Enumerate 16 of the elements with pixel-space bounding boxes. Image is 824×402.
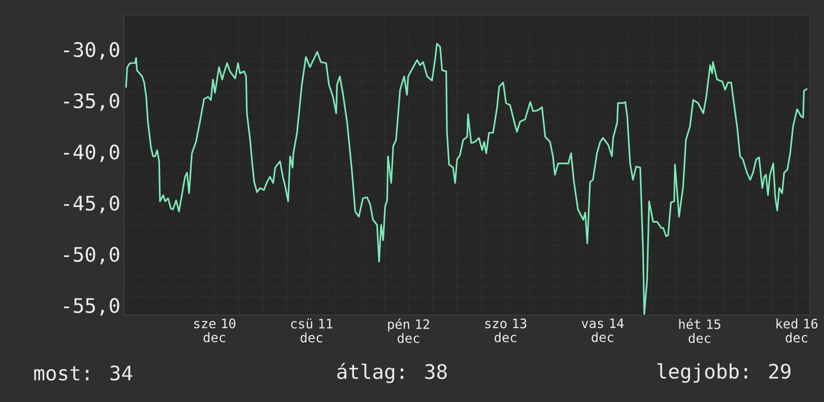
y-tick-label: -55,0 [64, 298, 120, 316]
y-tick-label: -50,0 [64, 246, 120, 264]
y-tick-label: -40,0 [64, 144, 120, 162]
x-tick-label: csü 11 dec [291, 318, 332, 342]
text: most: 34 [34, 365, 132, 381]
y-tick-label: -35,0 [64, 93, 120, 111]
text: átlag: 38 [337, 362, 447, 384]
x-tick-label: vas 14 dec [582, 318, 624, 342]
text: legjobb: 29 [657, 363, 790, 383]
y-tick-label: -45,0 [64, 196, 120, 214]
x-tick-label: pén 12 dec [388, 318, 430, 344]
y-tick-label: -30,0 [64, 42, 120, 60]
x-tick-label: sze 10 dec [194, 318, 236, 342]
x-tick-label: ked 16 dec [776, 318, 818, 342]
x-tick-label: szo 13 dec [485, 318, 526, 342]
x-tick-label: hét 15 dec [679, 318, 720, 344]
